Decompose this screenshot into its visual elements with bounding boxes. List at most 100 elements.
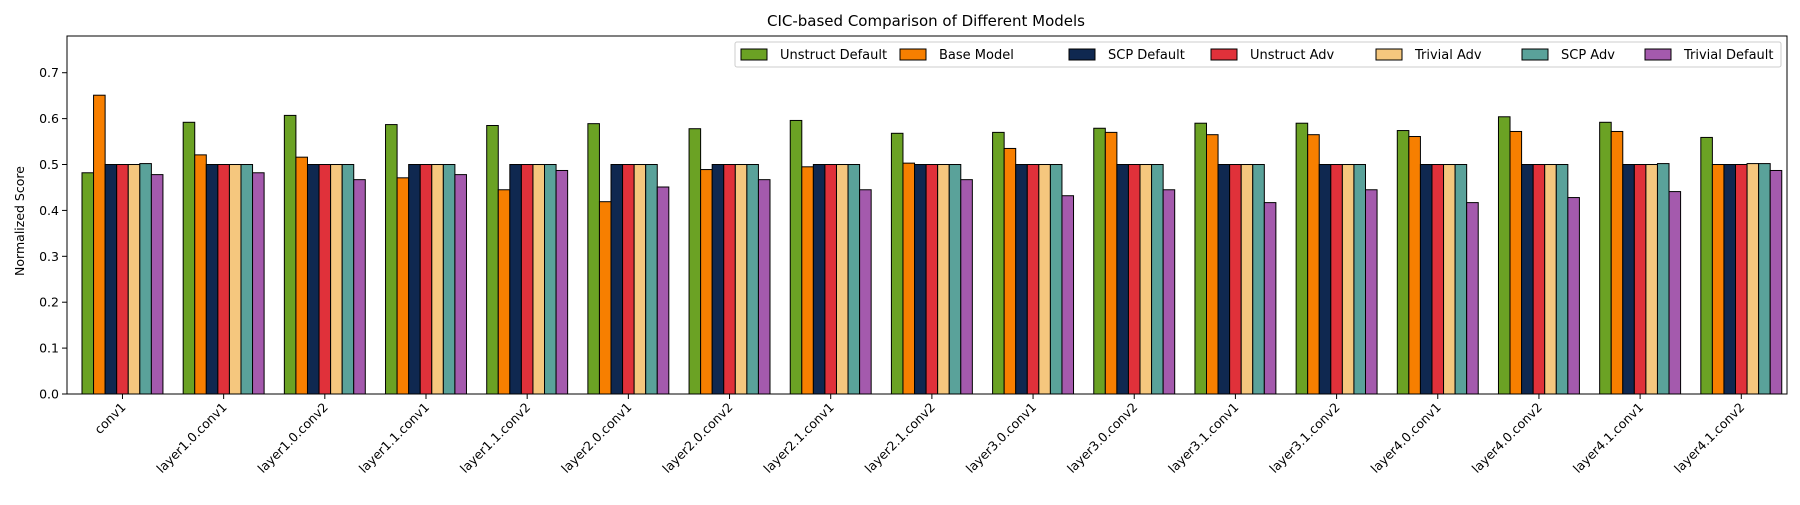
bar-unstruct-adv-14 [1532,164,1546,395]
bar-base-model-15 [1610,130,1624,395]
bar-trivial-adv-3 [431,164,444,395]
bar-scp-adv-3 [442,164,456,395]
bar-trivial-adv-0 [127,164,141,395]
bar-scp-adv-6 [746,164,759,395]
bar-trivial-default-8 [960,179,973,395]
bar-scp-default-11 [1217,164,1231,395]
bar-base-model-4 [497,189,511,395]
x-tick-label-12: layer3.1.conv2 [1266,400,1342,476]
bar-scp-adv-16 [1758,163,1771,395]
bar-unstruct-default-1 [182,121,196,395]
bar-trivial-default-13 [1466,202,1479,395]
bar-scp-default-2 [306,164,320,395]
plot-frame [66,35,1788,395]
bar-trivial-default-16 [1769,169,1783,395]
bar-unstruct-adv-11 [1229,164,1242,395]
bar-scp-default-9 [1015,164,1028,395]
bar-unstruct-default-3 [385,124,398,395]
legend: Unstruct Default Base Model SCP Default Uns… [734,41,1782,68]
bar-trivial-default-7 [859,189,872,395]
bar-unstruct-adv-3 [419,164,433,395]
bar-base-model-10 [1104,131,1118,395]
bar-trivial-adv-5 [633,164,647,395]
bar-unstruct-default-14 [1497,116,1511,395]
bar-scp-adv-15 [1656,163,1670,395]
bar-unstruct-adv-1 [217,164,230,395]
bar-base-model-5 [598,201,612,395]
bar-unstruct-default-9 [992,131,1005,395]
bar-unstruct-adv-12 [1330,164,1343,395]
y-tick-label-5: 0.5 [39,157,59,172]
legend-label-trivial-adv: Trivial Adv [1414,48,1482,63]
legend-swatch-scp-default [1068,48,1096,61]
y-tick-label-1: 0.1 [39,341,59,356]
y-tick-label-6: 0.6 [39,111,59,126]
bar-base-model-7 [801,166,814,395]
bar-trivial-default-0 [150,174,164,395]
bars-layer [81,94,1783,395]
x-tick-label-7: layer2.1.conv1 [760,400,836,476]
legend-label-scp-default: SCP Default [1108,48,1185,63]
bar-trivial-default-4 [555,169,569,395]
legend-label-base-model: Base Model [939,48,1014,63]
legend-swatch-unstruct-default [740,48,768,61]
x-tick-label-14: layer4.0.conv2 [1469,400,1545,476]
bar-scp-default-1 [205,164,219,395]
bar-scp-default-7 [812,164,826,395]
bar-trivial-default-12 [1365,189,1378,395]
bar-unstruct-adv-5 [622,164,635,395]
bar-base-model-1 [194,154,207,395]
bar-trivial-adv-6 [734,164,748,395]
bar-scp-default-0 [104,164,118,395]
bar-scp-adv-9 [1049,164,1063,395]
bar-base-model-9 [1003,147,1017,395]
bar-unstruct-adv-15 [1633,164,1647,395]
chart-title: CIC-based Comparison of Different Models [767,12,1085,30]
bar-base-model-14 [1509,130,1523,395]
x-tick-label-0: conv1 [91,400,128,437]
bar-base-model-16 [1711,164,1725,395]
bar-unstruct-default-8 [890,132,904,395]
x-tick-label-9: layer3.0.conv1 [963,400,1039,476]
bar-scp-adv-2 [341,164,355,395]
bar-scp-default-10 [1116,164,1129,395]
bar-scp-default-14 [1521,164,1534,395]
bar-unstruct-default-10 [1093,127,1106,395]
bar-unstruct-default-7 [789,119,803,395]
legend-label-scp-adv: SCP Adv [1561,48,1615,63]
bar-unstruct-adv-16 [1735,164,1748,395]
bar-scp-adv-12 [1353,164,1366,395]
legend-label-unstruct-default: Unstruct Default [780,48,887,63]
bar-scp-default-15 [1622,164,1635,395]
bar-trivial-adv-1 [228,164,242,395]
bar-unstruct-adv-2 [318,164,332,395]
legend-box [734,41,1782,68]
bar-trivial-adv-7 [835,164,849,395]
y-tick-label-4: 0.4 [39,203,59,218]
legend-swatch-trivial-default [1644,48,1672,61]
bar-unstruct-default-2 [283,114,297,395]
bar-trivial-default-2 [353,179,366,395]
bar-unstruct-default-13 [1396,130,1410,395]
bar-unstruct-default-16 [1700,136,1713,395]
bar-trivial-default-15 [1668,191,1682,395]
bar-scp-adv-4 [544,164,557,395]
bar-unstruct-default-12 [1295,122,1309,395]
bar-scp-default-4 [509,164,522,395]
legend-swatch-base-model [899,48,927,61]
bar-unstruct-default-0 [81,172,95,395]
bar-trivial-adv-9 [1038,164,1051,395]
bar-base-model-11 [1206,134,1219,395]
x-tick-label-10: layer3.0.conv2 [1064,400,1140,476]
x-tick-label-5: layer2.0.conv1 [558,400,634,476]
bar-unstruct-default-5 [587,123,600,395]
bar-trivial-adv-4 [532,164,546,395]
bar-scp-default-16 [1723,164,1737,395]
bar-trivial-adv-2 [330,164,343,395]
bar-scp-default-13 [1419,164,1433,395]
bar-base-model-2 [295,156,308,395]
bar-trivial-default-14 [1567,197,1580,395]
bar-scp-adv-10 [1151,164,1164,395]
bar-unstruct-default-15 [1599,121,1612,395]
